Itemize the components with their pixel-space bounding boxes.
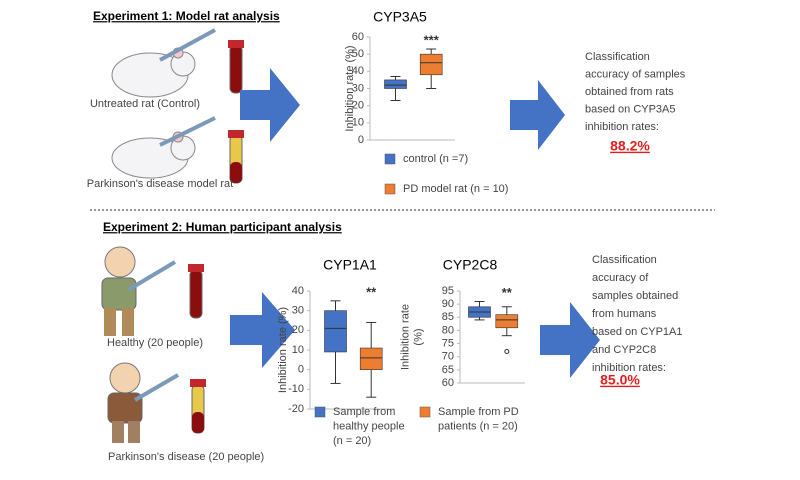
legend-label: patients (n = 20) xyxy=(438,420,518,432)
y-tick-label: 65 xyxy=(442,364,454,376)
y-tick-label: 60 xyxy=(352,31,364,43)
box xyxy=(384,79,407,89)
arrow xyxy=(510,80,565,150)
y-tick-label: 80 xyxy=(442,324,454,336)
y-tick-label: 85 xyxy=(442,311,454,323)
y-tick-label: -20 xyxy=(288,403,304,415)
legend-label: healthy people xyxy=(333,420,405,432)
y-tick-label: 20 xyxy=(292,324,304,336)
significance: ** xyxy=(366,284,377,299)
result-line: Classification xyxy=(592,254,657,266)
legend-swatch xyxy=(314,406,326,418)
legend-swatch xyxy=(384,153,396,165)
y-tick-label: 40 xyxy=(352,65,364,77)
result-line: obtained from rats xyxy=(585,86,674,98)
y-tick-label: 95 xyxy=(442,285,454,297)
legend-label: Sample from PD xyxy=(438,406,519,418)
box xyxy=(359,347,383,370)
rat-illustration xyxy=(111,28,244,184)
caption: Healthy (20 people) xyxy=(107,337,203,349)
person-illustration xyxy=(101,246,206,443)
box xyxy=(495,314,519,329)
significance: *** xyxy=(424,32,440,47)
heading: Experiment 1: Model rat analysis xyxy=(93,9,280,23)
y-tick-label: 60 xyxy=(442,377,454,389)
accuracy: 85.0% xyxy=(600,372,640,388)
y-tick-label: 0 xyxy=(358,134,364,146)
y-tick-label: 10 xyxy=(352,117,364,129)
y-tick-label: 40 xyxy=(292,285,304,297)
y-tick-label: 10 xyxy=(292,344,304,356)
y-tick-label: 0 xyxy=(298,364,304,376)
arrow xyxy=(240,68,300,142)
y-tick-label: -10 xyxy=(288,383,304,395)
chart-title: CYP2C8 xyxy=(443,257,498,273)
chart-title: CYP1A1 xyxy=(323,257,377,273)
significance: ** xyxy=(502,285,513,300)
legend-label: control (n =7) xyxy=(403,153,468,165)
caption: Parkinson's disease model rat xyxy=(87,178,233,190)
y-tick-label: 75 xyxy=(442,337,454,349)
heading: Experiment 2: Human participant analysis xyxy=(103,220,342,234)
result-line: inhibition rates: xyxy=(592,362,666,374)
y-tick-label: 30 xyxy=(352,82,364,94)
arrow xyxy=(540,302,600,378)
result-line: and CYP2C8 xyxy=(592,344,656,356)
legend-label: PD model rat (n = 10) xyxy=(403,183,508,195)
y-axis-label: Inhibition rate xyxy=(399,304,411,370)
y-tick-label: 90 xyxy=(442,298,454,310)
result-line: Classification xyxy=(585,51,650,63)
result-line: accuracy of samples xyxy=(585,68,686,80)
y-tick-label: 70 xyxy=(442,351,454,363)
y-tick-label: 30 xyxy=(292,305,304,317)
box xyxy=(419,53,443,76)
y-axis-label: Inhibition rate (%) xyxy=(277,307,289,393)
result-line: accuracy of xyxy=(592,272,649,284)
caption: Untreated rat (Control) xyxy=(90,98,200,110)
outlier xyxy=(504,348,510,354)
accuracy: 88.2% xyxy=(610,138,650,154)
legend-label: (n = 20) xyxy=(333,435,371,447)
legend-swatch xyxy=(384,183,396,195)
y-tick-label: 20 xyxy=(352,100,364,112)
y-axis-label: Inhibition rate (%) xyxy=(344,45,356,131)
arrow xyxy=(230,292,295,368)
y-tick-label: 50 xyxy=(352,48,364,60)
result-line: inhibition rates: xyxy=(585,121,659,133)
result-line: based on CYP3A5 xyxy=(585,103,676,115)
result-line: based on CYP1A1 xyxy=(592,326,683,338)
chart-title: CYP3A5 xyxy=(373,9,427,25)
result-line: from humans xyxy=(592,308,657,320)
legend-label: Sample from xyxy=(333,406,395,418)
y-axis-label: (%) xyxy=(412,328,424,345)
caption: Parkinson's disease (20 people) xyxy=(108,451,264,463)
result-line: samples obtained xyxy=(592,290,678,302)
box xyxy=(324,310,347,353)
legend-swatch xyxy=(419,406,431,418)
